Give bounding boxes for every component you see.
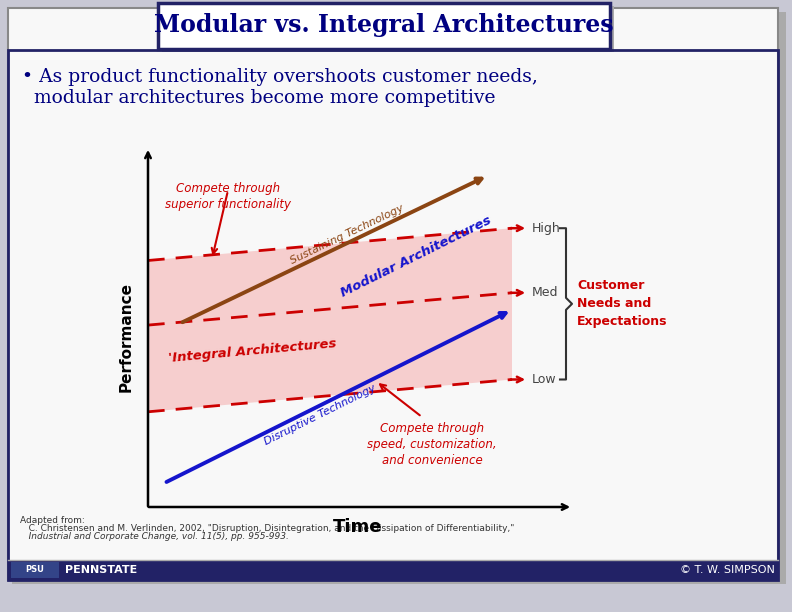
Text: PSU: PSU xyxy=(25,565,44,575)
FancyBboxPatch shape xyxy=(162,6,614,52)
Polygon shape xyxy=(148,228,512,412)
Text: © T. W. SIMPSON: © T. W. SIMPSON xyxy=(680,565,775,575)
Text: Compete through
superior functionality: Compete through superior functionality xyxy=(165,182,291,211)
Text: Modular Architectures: Modular Architectures xyxy=(338,214,493,300)
Text: modular architectures become more competitive: modular architectures become more compet… xyxy=(22,89,496,107)
Text: Low: Low xyxy=(532,373,557,386)
FancyBboxPatch shape xyxy=(11,562,59,578)
FancyBboxPatch shape xyxy=(8,8,778,580)
Text: • As product functionality overshoots customer needs,: • As product functionality overshoots cu… xyxy=(22,68,538,86)
Text: High: High xyxy=(532,222,561,234)
Text: Disruptive Technology: Disruptive Technology xyxy=(263,383,378,447)
FancyBboxPatch shape xyxy=(158,3,610,49)
Text: Sustaining Technology: Sustaining Technology xyxy=(288,203,406,266)
Text: 'Integral Architectures: 'Integral Architectures xyxy=(167,337,337,365)
Text: Modular vs. Integral Architectures: Modular vs. Integral Architectures xyxy=(154,13,614,37)
Text: Customer
Needs and
Expectations: Customer Needs and Expectations xyxy=(577,279,668,329)
Text: Compete through
speed, customization,
and convenience: Compete through speed, customization, an… xyxy=(367,422,497,467)
Text: Industrial and Corporate Change, vol. 11(5), pp. 955-993.: Industrial and Corporate Change, vol. 11… xyxy=(20,532,289,541)
Text: C. Christensen and M. Verlinden, 2002, "Disruption, Disintegration, and the Diss: C. Christensen and M. Verlinden, 2002, "… xyxy=(20,524,514,533)
Bar xyxy=(8,560,778,580)
Text: Performance: Performance xyxy=(119,282,134,392)
Text: Time: Time xyxy=(333,518,383,536)
Text: Med: Med xyxy=(532,286,558,299)
Text: Adapted from:: Adapted from: xyxy=(20,516,85,525)
Text: PENNSTATE: PENNSTATE xyxy=(65,565,137,575)
